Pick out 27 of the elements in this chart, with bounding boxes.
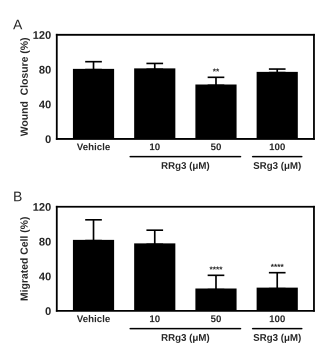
y-tick-label: 40 — [39, 272, 51, 280]
text: SRg3 (μM) — [253, 334, 301, 343]
annotation: ** — [212, 68, 220, 72]
x-tick-label: Vehicle — [76, 143, 110, 150]
y-tick-label: 80 — [39, 238, 51, 246]
chart-title: A — [13, 20, 22, 30]
x-tick-label: 50 — [210, 143, 221, 150]
text: SRg3 (μM) — [253, 162, 301, 171]
x-tick-label: 100 — [270, 143, 285, 150]
annotation: **** — [270, 264, 284, 267]
x-tick-label: 50 — [210, 315, 221, 322]
y-tick-label: 80 — [39, 66, 51, 74]
y-tick-label: 120 — [33, 31, 51, 39]
y-tick-label: 0 — [45, 135, 51, 144]
text: RRg3 (μM) — [162, 334, 210, 343]
annotation: **** — [210, 266, 222, 270]
y-axis-title: Migrated Cell (%) — [20, 217, 30, 300]
x-tick-label: Vehicle — [76, 315, 110, 322]
x-tick-label: 10 — [150, 143, 160, 150]
y-tick-label: 40 — [39, 100, 51, 108]
y-tick-label: 120 — [33, 203, 51, 211]
x-tick-label: 100 — [270, 315, 285, 322]
text: RRg3 (μM) — [162, 162, 210, 171]
y-axis-title: Wound Closure (%) — [20, 38, 30, 136]
y-tick-label: 0 — [45, 307, 51, 316]
x-tick-label: 10 — [150, 315, 160, 322]
chart-title: B — [14, 192, 22, 202]
